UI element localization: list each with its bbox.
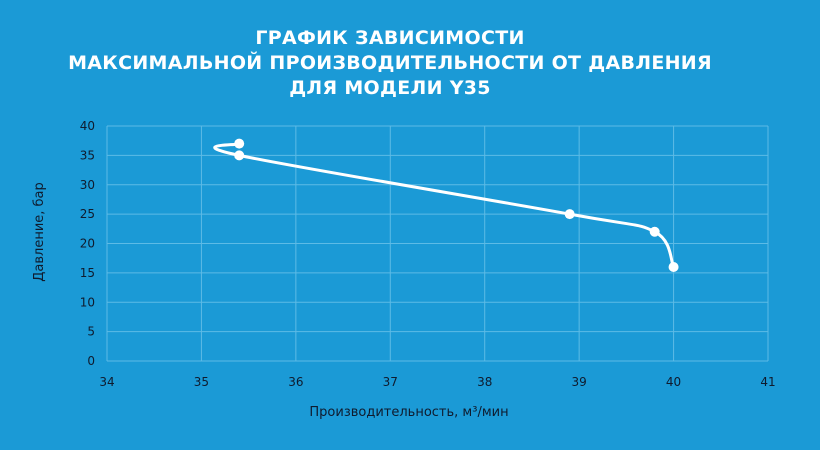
y-axis-label: Давление, бар — [32, 182, 47, 282]
x-tick-label: 38 — [477, 375, 492, 389]
y-tick-label: 20 — [80, 237, 95, 251]
chart-title-line-1: ГРАФИК ЗАВИСИМОСТИ — [255, 27, 525, 49]
x-tick-labels: 34 35 36 37 38 39 40 41 — [99, 375, 775, 389]
y-tick-label: 40 — [80, 119, 95, 133]
chart-title-line-2: МАКСИМАЛЬНОЙ ПРОИЗВОДИТЕЛЬНОСТИ ОТ ДАВЛЕ… — [68, 52, 712, 74]
data-point — [564, 209, 575, 220]
data-point — [668, 262, 679, 272]
data-point — [234, 150, 245, 161]
x-tick-label: 37 — [383, 375, 398, 389]
grid — [106, 125, 769, 362]
y-tick-label: 15 — [80, 266, 95, 280]
y-tick-label: 0 — [87, 354, 95, 368]
data-point — [649, 226, 660, 237]
x-axis-label: Производительность, м³/мин — [309, 405, 508, 420]
y-tick-label: 10 — [80, 295, 95, 309]
x-tick-label: 35 — [194, 375, 209, 389]
y-tick-label: 25 — [80, 207, 95, 221]
data-point — [234, 138, 245, 149]
series-line — [213, 142, 676, 269]
chart-title-line-3: ДЛЯ МОДЕЛИ Y35 — [289, 77, 491, 99]
x-tick-label: 41 — [760, 375, 775, 389]
x-tick-label: 34 — [99, 375, 114, 389]
x-tick-label: 40 — [666, 375, 681, 389]
y-tick-label: 30 — [80, 178, 95, 192]
series — [213, 138, 679, 272]
x-tick-label: 36 — [288, 375, 303, 389]
x-tick-label: 39 — [572, 375, 587, 389]
chart-title: ГРАФИК ЗАВИСИМОСТИ МАКСИМАЛЬНОЙ ПРОИЗВОД… — [0, 26, 780, 101]
y-tick-label: 5 — [87, 325, 95, 339]
y-tick-label: 35 — [80, 148, 95, 162]
y-tick-labels: 0 5 10 15 20 25 30 35 40 — [80, 119, 95, 368]
